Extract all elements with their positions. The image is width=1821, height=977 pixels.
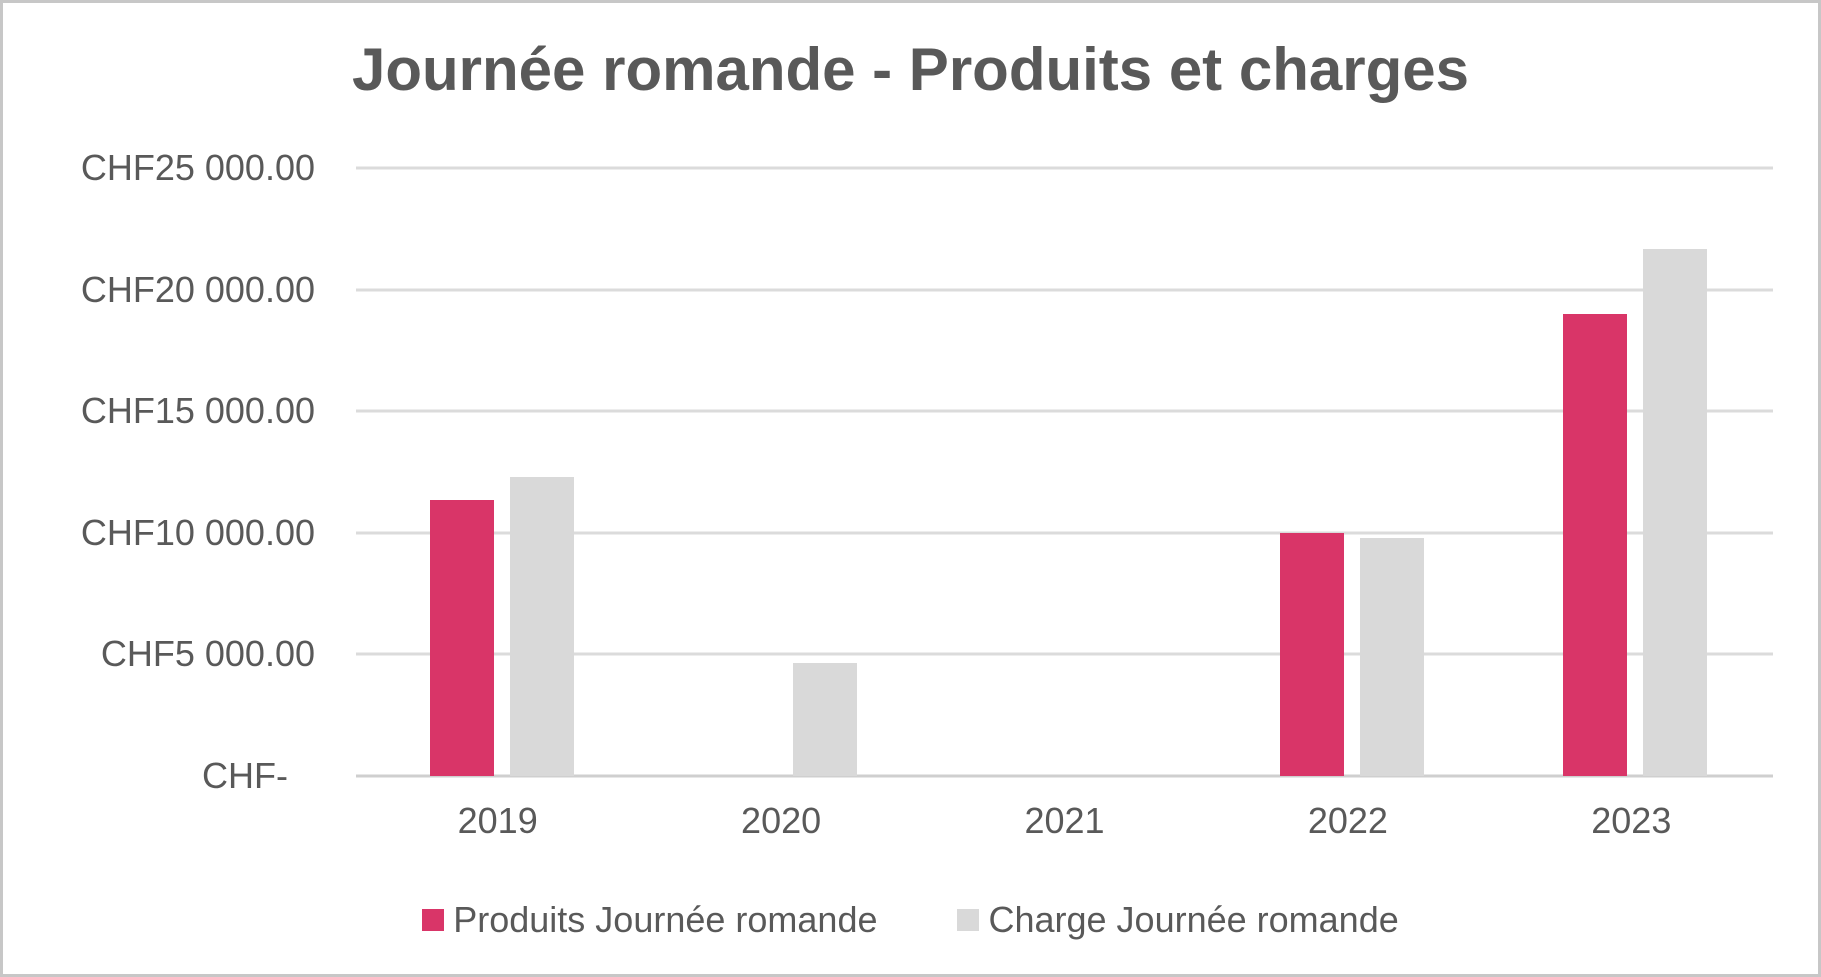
y-tick-label-20000: CHF20 000.00 [80, 268, 315, 310]
bar-produits-2022 [1279, 532, 1344, 776]
legend-item-charge: Charge Journée romande [957, 899, 1399, 941]
legend: Produits Journée romande Charge Journée r… [3, 899, 1818, 941]
y-tick-label-15000: CHF15 000.00 [80, 390, 315, 432]
y-tick-label-0: CHF- [202, 755, 288, 796]
plot-area [356, 166, 1773, 778]
gridline-10000 [356, 531, 1773, 535]
x-tick-label-2023: 2023 [1591, 800, 1672, 841]
legend-label-produits: Produits Journée romande [453, 899, 878, 940]
gridline-5000 [356, 652, 1773, 656]
x-tick-label-2020: 2020 [741, 800, 822, 841]
bar-produits-2019 [429, 499, 494, 776]
x-axis-line [356, 774, 1773, 778]
x-axis-labels: 2019 2020 2021 2022 2023 [356, 800, 1773, 846]
bar-charge-2023 [1643, 249, 1708, 776]
bar-charge-2022 [1359, 537, 1424, 776]
legend-item-produits: Produits Journée romande [422, 899, 877, 941]
y-tick-label-10000: CHF10 000.00 [80, 511, 315, 553]
legend-marker-produits-icon [422, 909, 445, 931]
y-axis-labels: CHF25 000.00 CHF20 000.00 CHF15 000.00 CHF1… [3, 147, 315, 796]
chart-title: Journée romande - Produits et charges [352, 36, 1469, 103]
bar-charge-2020 [793, 662, 858, 776]
gridline-15000 [356, 409, 1773, 413]
legend-label-charge: Charge Journée romande [988, 899, 1399, 940]
gridline-25000 [356, 166, 1773, 170]
x-tick-label-2021: 2021 [1024, 800, 1105, 841]
y-tick-label-5000: CHF5 000.00 [100, 633, 315, 675]
bar-produits-2023 [1563, 313, 1628, 776]
gridline-20000 [356, 288, 1773, 292]
bar-charge-2019 [509, 476, 574, 776]
y-tick-label-25000: CHF25 000.00 [80, 147, 315, 188]
x-tick-label-2019: 2019 [457, 800, 538, 841]
x-tick-label-2022: 2022 [1307, 800, 1388, 841]
legend-marker-charge-icon [957, 909, 980, 931]
